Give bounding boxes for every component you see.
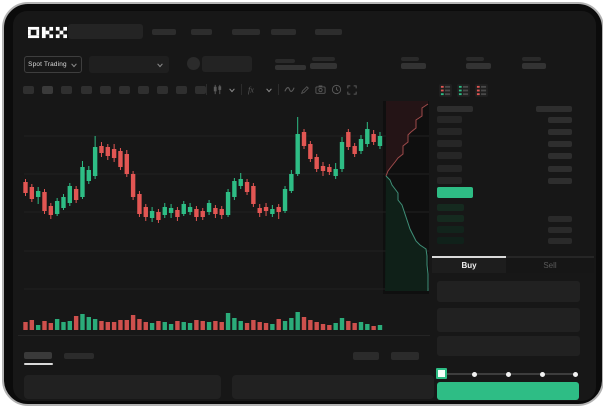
- timeframe-button-7[interactable]: [138, 86, 149, 94]
- stat-value-2: [310, 63, 337, 69]
- order-price-input[interactable]: [437, 281, 580, 302]
- ask-row-price[interactable]: [437, 152, 462, 159]
- timeframe-button-4[interactable]: [81, 86, 92, 94]
- bid-row-price[interactable]: [437, 226, 464, 233]
- timeframe-button-3[interactable]: [61, 86, 72, 94]
- indicators-icon[interactable]: fx: [247, 84, 260, 95]
- ask-row-amount: [548, 141, 572, 147]
- timeframe-button-8[interactable]: [157, 86, 168, 94]
- nav-item-4[interactable]: [271, 29, 296, 35]
- toolbar-divider: [278, 84, 279, 95]
- amount-slider-track[interactable]: [445, 373, 576, 375]
- stat-value-3: [401, 63, 426, 69]
- ask-row-price[interactable]: [437, 177, 462, 184]
- market-type-selector[interactable]: Spot Trading: [24, 56, 82, 73]
- ask-row-amount: [548, 166, 572, 172]
- stat-label-1: [275, 59, 295, 63]
- chevron-down-icon: [70, 61, 78, 69]
- orders-tab-active[interactable]: [24, 352, 52, 359]
- okx-logo-icon: [28, 26, 68, 39]
- submit-order-button[interactable]: [437, 382, 579, 400]
- chevron-down-icon: [156, 61, 164, 69]
- chevron-down-icon[interactable]: [228, 86, 236, 94]
- timeframe-button-9[interactable]: [176, 86, 187, 94]
- timeframe-button-2[interactable]: [42, 86, 53, 94]
- nav-item-2[interactable]: [191, 29, 212, 35]
- timeframe-button-10[interactable]: [195, 86, 206, 94]
- market-type-label: Spot Trading: [28, 61, 67, 68]
- timeframe-button-6[interactable]: [119, 86, 130, 94]
- orderbook-combined-icon[interactable]: [439, 84, 452, 97]
- toolbar-divider: [241, 84, 242, 95]
- tab-sell-label: Sell: [543, 261, 557, 270]
- stat-value-4: [466, 63, 491, 69]
- toolbar-divider: [206, 84, 207, 95]
- orders-filter-2[interactable]: [391, 352, 419, 360]
- orders-tab-active-underline: [24, 363, 53, 365]
- ask-row-price[interactable]: [437, 165, 462, 172]
- orderbook-asks-only-icon[interactable]: [475, 84, 488, 97]
- bid-row-price[interactable]: [437, 215, 464, 222]
- history-icon[interactable]: [331, 84, 342, 95]
- chevron-down-icon[interactable]: [265, 86, 273, 94]
- svg-text:fx: fx: [248, 86, 254, 95]
- timeframe-button-5[interactable]: [100, 86, 111, 94]
- bid-row-amount: [548, 227, 572, 233]
- orders-table-placeholder-2: [232, 375, 434, 399]
- orderbook-col-header-amount: [536, 106, 572, 112]
- stat-value-5: [522, 63, 546, 69]
- bid-row-price[interactable]: [437, 237, 464, 244]
- ask-row-amount: [548, 178, 572, 184]
- last-price-bar[interactable]: [437, 187, 473, 198]
- tab-buy[interactable]: Buy: [432, 256, 506, 273]
- orders-table-placeholder-1: [24, 375, 221, 399]
- search-input[interactable]: [68, 24, 143, 39]
- orderbook-col-header-price: [437, 106, 473, 112]
- chart-toolbar: fx: [206, 82, 357, 97]
- bid-row-amount: [548, 216, 572, 222]
- amount-slider-handle[interactable]: [436, 368, 447, 379]
- ask-row-amount: [548, 117, 572, 123]
- stat-label-4: [466, 57, 484, 61]
- timeframe-button-1[interactable]: [23, 86, 34, 94]
- ask-row-amount: [548, 153, 572, 159]
- orders-tab-2[interactable]: [64, 353, 94, 359]
- order-amount-input[interactable]: [437, 308, 580, 332]
- stat-label-5: [522, 57, 541, 61]
- slider-step-dot[interactable]: [505, 372, 511, 377]
- candlestick-chart[interactable]: [18, 100, 430, 336]
- pair-dropdown[interactable]: [89, 56, 169, 73]
- ask-row-price[interactable]: [437, 140, 462, 147]
- bid-row-price[interactable]: [437, 204, 464, 211]
- candle-style-icon[interactable]: [212, 84, 223, 95]
- ask-row-amount: [548, 129, 572, 135]
- stat-label-3: [401, 57, 419, 61]
- tab-sell[interactable]: Sell: [506, 256, 594, 273]
- header-action-button[interactable]: [202, 56, 252, 72]
- slider-step-dot[interactable]: [572, 372, 578, 377]
- stat-label-2: [312, 57, 335, 61]
- fullscreen-icon[interactable]: [347, 84, 357, 95]
- nav-item-5[interactable]: [315, 29, 342, 35]
- bid-row-amount: [548, 238, 572, 244]
- slider-step-dot[interactable]: [471, 372, 477, 377]
- screenshot-icon[interactable]: [315, 84, 326, 95]
- stat-value-1: [275, 65, 306, 70]
- tab-buy-label: Buy: [461, 261, 477, 270]
- nav-item-3[interactable]: [232, 29, 260, 35]
- slider-step-dot[interactable]: [539, 372, 545, 377]
- orders-filter-1[interactable]: [353, 352, 379, 360]
- order-total-input[interactable]: [437, 336, 580, 356]
- ask-row-price[interactable]: [437, 116, 462, 123]
- ask-row-price[interactable]: [437, 128, 462, 135]
- avatar[interactable]: [187, 57, 200, 70]
- orderbook-bids-only-icon[interactable]: [457, 84, 470, 97]
- okx-logo: OKX: [24, 26, 68, 44]
- line-chart-icon[interactable]: [284, 84, 295, 95]
- orderbook-view-toggles: [439, 84, 488, 97]
- nav-item-1[interactable]: [152, 29, 176, 35]
- draw-tool-icon[interactable]: [300, 85, 310, 95]
